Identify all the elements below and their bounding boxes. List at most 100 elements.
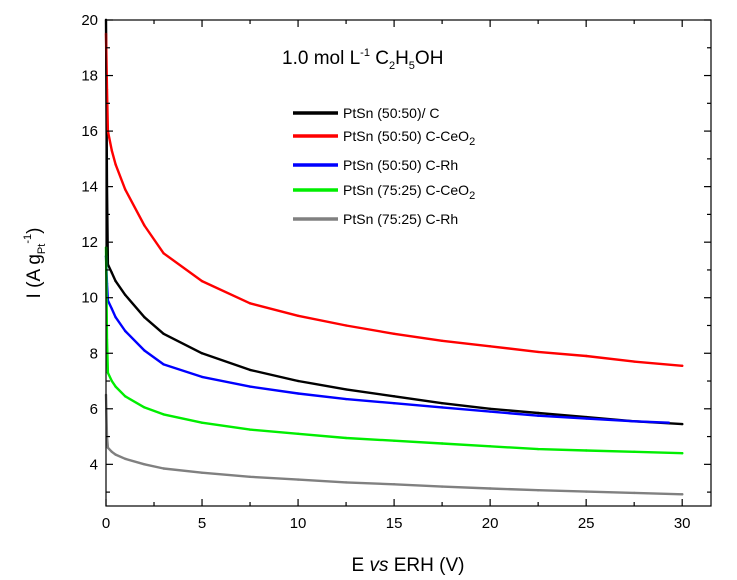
data-point bbox=[200, 471, 204, 474]
data-point bbox=[162, 413, 165, 416]
data-point bbox=[143, 406, 146, 409]
legend: PtSn (50:50)/ C PtSn (50:50) C-CeO2 PtSn… bbox=[293, 105, 475, 227]
data-point bbox=[110, 149, 114, 152]
legend-item: PtSn (75:25) C-Rh bbox=[293, 211, 458, 227]
data-point bbox=[488, 487, 492, 490]
y-tick-label: 16 bbox=[81, 123, 98, 140]
data-point bbox=[344, 481, 348, 484]
data-point bbox=[488, 410, 492, 413]
data-point bbox=[344, 397, 348, 401]
data-point bbox=[633, 491, 636, 495]
data-point bbox=[585, 354, 588, 358]
legend-label: PtSn (50:50) C-Rh bbox=[343, 157, 458, 173]
data-point bbox=[681, 493, 684, 496]
x-tick-label: 20 bbox=[482, 515, 499, 532]
y-tick-label: 6 bbox=[90, 401, 98, 418]
series bbox=[104, 32, 684, 367]
data-point bbox=[200, 352, 204, 355]
data-point bbox=[200, 279, 204, 283]
data-point bbox=[296, 314, 300, 317]
data-point bbox=[143, 316, 146, 319]
data-point bbox=[200, 375, 204, 379]
data-point bbox=[488, 445, 492, 448]
legend-label: PtSn (50:50) C-CeO bbox=[343, 128, 469, 144]
data-point bbox=[124, 188, 127, 191]
data-point bbox=[162, 363, 165, 366]
data-point bbox=[248, 475, 252, 478]
data-point bbox=[124, 457, 127, 460]
data-point bbox=[440, 339, 444, 342]
svg-text:PtSn (75:25) C-CeO2: PtSn (75:25) C-CeO2 bbox=[343, 182, 475, 202]
data-point bbox=[392, 332, 396, 335]
legend-label: PtSn (75:25) C-Rh bbox=[343, 211, 458, 227]
data-point bbox=[114, 163, 117, 166]
data-point bbox=[536, 414, 540, 417]
series-line bbox=[104, 32, 684, 367]
data-point bbox=[633, 360, 636, 363]
data-point bbox=[392, 439, 396, 442]
data-point bbox=[585, 449, 588, 452]
data-point bbox=[110, 271, 114, 274]
data-point bbox=[344, 436, 348, 440]
y-tick-label: 10 bbox=[81, 290, 98, 307]
data-point bbox=[143, 349, 146, 352]
x-tick-label: 0 bbox=[102, 515, 110, 532]
data-point bbox=[440, 442, 444, 445]
y-axis-title: I (A gPt-1) bbox=[22, 228, 48, 299]
x-tick-label: 25 bbox=[578, 515, 595, 532]
data-point bbox=[106, 371, 110, 374]
data-point bbox=[162, 467, 165, 470]
data-point bbox=[114, 279, 117, 283]
series-layer bbox=[104, 18, 684, 496]
data-point bbox=[536, 350, 540, 354]
data-point bbox=[248, 368, 252, 372]
data-point bbox=[114, 385, 117, 388]
data-point bbox=[536, 447, 540, 451]
data-point bbox=[110, 307, 114, 310]
legend-item: PtSn (75:25) C-CeO2 bbox=[293, 182, 475, 202]
plot-frame bbox=[105, 19, 712, 507]
data-point bbox=[536, 489, 540, 492]
data-point bbox=[143, 463, 146, 466]
legend-item: PtSn (50:50)/ C bbox=[293, 105, 440, 121]
y-tick-label: 18 bbox=[81, 68, 98, 85]
data-point bbox=[681, 422, 684, 426]
data-point bbox=[114, 453, 117, 456]
data-point bbox=[585, 490, 588, 493]
data-point bbox=[392, 395, 396, 398]
legend-label: PtSn (75:25) C-CeO bbox=[343, 182, 469, 198]
ticks-layer: 0 5 10 15 20 25 30 4 6 8 10 12 14 16 18 20 bbox=[81, 12, 711, 532]
data-point bbox=[440, 406, 444, 409]
data-point bbox=[440, 485, 444, 488]
series bbox=[104, 393, 684, 496]
data-point bbox=[344, 324, 348, 327]
series bbox=[104, 246, 684, 455]
svg-text:PtSn (50:50)/ C: PtSn (50:50)/ C bbox=[343, 105, 440, 121]
y-tick-label: 20 bbox=[81, 12, 98, 29]
data-point bbox=[488, 407, 492, 410]
data-point bbox=[248, 428, 252, 431]
x-tick-label: 15 bbox=[386, 515, 403, 532]
y-tick-label: 12 bbox=[81, 234, 98, 251]
data-point bbox=[248, 302, 252, 305]
data-point bbox=[681, 364, 684, 367]
data-point bbox=[248, 385, 252, 388]
data-point bbox=[296, 432, 300, 435]
legend-item: PtSn (50:50) C-Rh bbox=[293, 157, 458, 173]
data-point bbox=[296, 478, 300, 481]
series-line bbox=[104, 246, 684, 455]
data-point bbox=[681, 452, 684, 455]
data-point bbox=[124, 395, 127, 398]
legend-item: PtSn (50:50) C-CeO2 bbox=[293, 128, 475, 148]
annotation: 1.0 mol L-1 C2H5OH bbox=[282, 47, 443, 72]
data-point bbox=[143, 224, 146, 227]
y-tick-label: 8 bbox=[90, 345, 98, 362]
data-point bbox=[536, 411, 540, 415]
data-point bbox=[633, 420, 636, 423]
series-line bbox=[104, 254, 670, 424]
series bbox=[104, 254, 670, 424]
data-point bbox=[667, 421, 670, 424]
data-point bbox=[106, 446, 110, 449]
y-tick-label: 14 bbox=[81, 179, 98, 196]
